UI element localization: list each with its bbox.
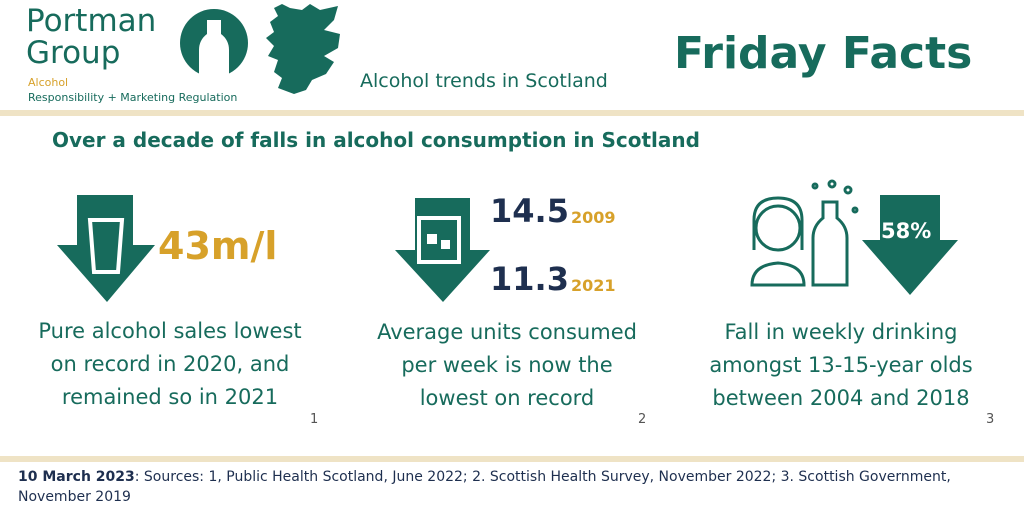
logo-text: Portman <box>26 3 157 39</box>
text-line: between 2004 and 2018 <box>712 386 970 410</box>
text-line: Average units consumed <box>377 320 637 344</box>
text-line: Pure alcohol sales lowest <box>38 319 302 343</box>
ice-icon <box>427 234 437 244</box>
title: Friday Facts <box>674 28 973 79</box>
divider <box>0 110 1024 116</box>
fact-text: Fall in weekly drinking amongst 13-15-ye… <box>676 316 1006 415</box>
logo-text: Group <box>26 35 121 71</box>
fact-text: Pure alcohol sales lowest on record in 2… <box>5 315 335 414</box>
glass-icon <box>87 218 125 274</box>
footnote-ref: 3 <box>986 412 995 427</box>
logo-bottle <box>199 20 229 77</box>
text-line: remained so in 2021 <box>61 385 279 409</box>
logo-tagline: Alcohol <box>28 76 69 89</box>
text-line: lowest on record <box>419 386 595 410</box>
text-line: amongst 13-15-year olds <box>709 353 973 377</box>
footer-sources: : Sources: 1, Public Health Scotland, Ju… <box>18 469 951 505</box>
headline: Over a decade of falls in alcohol consum… <box>52 128 700 152</box>
ice-icon <box>441 240 450 249</box>
text-line: on record in 2020, and <box>50 352 290 376</box>
footnote-ref: 1 <box>310 412 319 427</box>
stat: 58% <box>881 219 932 243</box>
footnote-ref: 2 <box>638 412 647 427</box>
subtitle: Alcohol trends in Scotland <box>360 70 608 92</box>
footer-date: 10 March 2023 <box>18 469 135 485</box>
text-line: per week is now the <box>401 353 613 377</box>
text-line: Fall in weekly drinking <box>724 320 958 344</box>
divider <box>0 456 1024 462</box>
footer: 10 March 2023: Sources: 1, Public Health… <box>18 467 1008 507</box>
person-bottle-icon <box>750 179 859 287</box>
stat: 14.5 <box>490 192 569 230</box>
logo-subtagline: Responsibility + Marketing Regulation <box>28 91 238 104</box>
stat: 43m/l <box>158 224 278 268</box>
arrow <box>57 195 155 302</box>
fact-text: Average units consumed per week is now t… <box>342 316 672 415</box>
scotland-map <box>266 4 340 94</box>
arrow <box>395 198 490 302</box>
stat-year: 2009 <box>571 208 616 227</box>
stat: 11.3 <box>490 260 569 298</box>
tumbler-icon <box>417 216 461 264</box>
stat-year: 2021 <box>571 276 616 295</box>
arrow <box>862 195 958 295</box>
